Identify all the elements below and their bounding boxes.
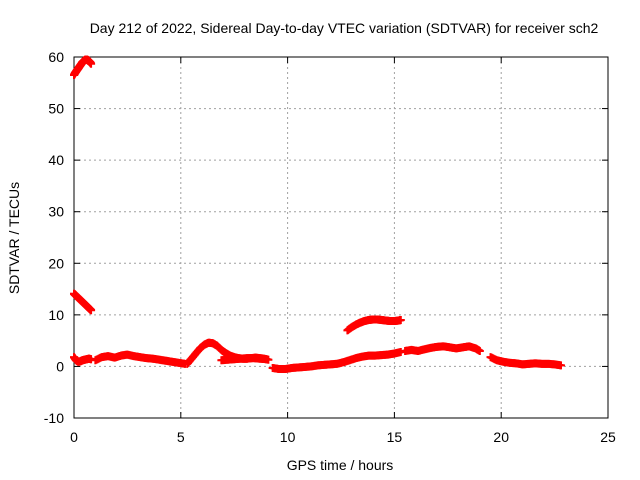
y-axis-label: SDTVAR / TECUs	[6, 182, 22, 294]
y-tick-label: 0	[56, 358, 64, 374]
plot-frame	[73, 56, 609, 419]
axis-ticks: 0 5 10 15 20 25 -10 0 10 20 30 40 50 60	[44, 49, 616, 445]
y-tick-label: 60	[48, 49, 64, 65]
x-tick-label: 10	[280, 429, 296, 445]
data-point	[396, 347, 405, 356]
series-arc-low-1	[70, 353, 96, 366]
data-point	[87, 306, 96, 315]
data-point	[87, 59, 96, 68]
x-axis-label: GPS time / hours	[287, 457, 394, 473]
data-points	[70, 55, 566, 374]
x-tick-label: 20	[493, 429, 509, 445]
y-tick-label: 40	[48, 152, 64, 168]
y-tick-label: 20	[48, 255, 64, 271]
x-tick-label: 5	[177, 429, 185, 445]
series-arc-low-6	[486, 353, 566, 370]
data-point	[396, 316, 405, 325]
series-arc-mid-descending	[70, 289, 96, 315]
x-tick-label: 0	[70, 429, 78, 445]
series-arc-low-2	[91, 350, 190, 368]
data-point	[557, 361, 566, 370]
series-arc-low-4	[268, 347, 405, 374]
data-point	[262, 355, 271, 364]
y-tick-label: -10	[44, 410, 64, 426]
x-tick-label: 25	[600, 429, 616, 445]
series-arc-low-3b	[217, 354, 271, 365]
series-arc-mid-bump	[343, 315, 405, 335]
y-tick-label: 30	[48, 204, 64, 220]
x-tick-label: 15	[387, 429, 403, 445]
plot-border	[73, 56, 609, 419]
series-arc-high	[70, 55, 96, 80]
y-tick-label: 10	[48, 307, 64, 323]
chart-title: Day 212 of 2022, Sidereal Day-to-day VTE…	[90, 20, 599, 36]
y-tick-label: 50	[48, 101, 64, 117]
series-arc-low-5	[401, 342, 484, 355]
data-point	[475, 346, 484, 355]
